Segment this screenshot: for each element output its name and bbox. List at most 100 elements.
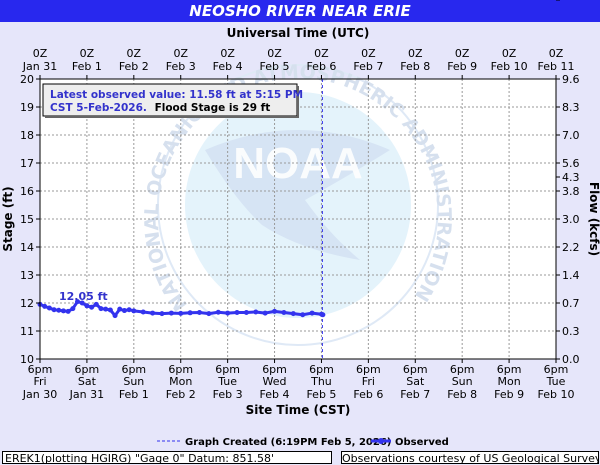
observed-point bbox=[93, 301, 99, 307]
bottom-tick-label: Feb 5 bbox=[306, 388, 336, 401]
top-tick-label: 0Z bbox=[361, 47, 376, 60]
noaa-ring bbox=[157, 64, 439, 346]
left-tick-label: 18 bbox=[20, 129, 34, 142]
top-tick-label: 0Z bbox=[314, 47, 329, 60]
observed-point bbox=[117, 306, 123, 312]
left-tick-label: 12 bbox=[20, 297, 34, 310]
bottom-tick-label: Jan 31 bbox=[69, 388, 104, 401]
top-tick-label: Feb 11 bbox=[538, 60, 575, 73]
bottom-tick-label: Tue bbox=[546, 375, 566, 388]
observed-point bbox=[42, 303, 48, 309]
observed-point bbox=[168, 310, 174, 316]
observed-point bbox=[65, 308, 71, 314]
left-axis-title: Stage (ft) bbox=[1, 186, 15, 251]
top-tick-label: Feb 7 bbox=[353, 60, 383, 73]
bottom-tick-label: 6pm bbox=[356, 363, 381, 376]
observed-point bbox=[320, 312, 326, 318]
top-tick-label: 0Z bbox=[80, 47, 95, 60]
right-axis-title: Flow (kcfs) bbox=[587, 182, 600, 256]
observed-point bbox=[103, 306, 109, 312]
observed-point bbox=[56, 307, 62, 313]
observed-point bbox=[121, 308, 127, 314]
observed-point bbox=[140, 309, 146, 315]
bottom-tick-label: Feb 4 bbox=[260, 388, 290, 401]
bottom-tick-label: Fri bbox=[33, 375, 46, 388]
bottom-tick-label: 6pm bbox=[450, 363, 475, 376]
bottom-tick-label: 6pm bbox=[121, 363, 146, 376]
observed-point bbox=[234, 310, 240, 316]
bottom-tick-label: Feb 6 bbox=[353, 388, 383, 401]
top-tick-label: Jan 31 bbox=[22, 60, 57, 73]
observed-point bbox=[46, 305, 52, 311]
bottom-axis-title: Site Time (CST) bbox=[246, 403, 351, 417]
left-axis-ticks: 10 11 12 13 14 15 16 17 18 19 20 bbox=[20, 73, 40, 366]
observed-point bbox=[206, 311, 212, 317]
top-tick-label: Feb 3 bbox=[166, 60, 196, 73]
observed-point bbox=[126, 307, 132, 313]
observed-point bbox=[309, 310, 315, 316]
top-tick-label: Feb 1 bbox=[72, 60, 102, 73]
bottom-tick-label: Sat bbox=[78, 375, 97, 388]
observed-point bbox=[89, 304, 95, 310]
top-tick-label: Feb 6 bbox=[306, 60, 336, 73]
top-tick-label: 0Z bbox=[408, 47, 423, 60]
right-tick-label: 5.6 bbox=[562, 157, 580, 170]
observed-point bbox=[70, 306, 76, 312]
right-tick-label: 7.0 bbox=[562, 129, 580, 142]
observed-point bbox=[98, 306, 104, 312]
top-tick-label: Feb 2 bbox=[119, 60, 149, 73]
observed-point bbox=[51, 307, 57, 313]
peak-label: 12.05 ft bbox=[59, 290, 108, 303]
footer-datum: EREK1(plotting HGIRG) "Gage 0" Datum: 85… bbox=[2, 451, 332, 464]
top-tick-label: Feb 10 bbox=[491, 60, 528, 73]
observed-series bbox=[37, 299, 326, 319]
observed-point bbox=[290, 311, 296, 317]
observed-point bbox=[262, 310, 268, 316]
bottom-tick-label: 6pm bbox=[497, 363, 522, 376]
bottom-tick-label: 6pm bbox=[75, 363, 100, 376]
left-tick-label: 20 bbox=[20, 73, 34, 86]
bottom-tick-label: Feb 3 bbox=[213, 388, 243, 401]
top-tick-label: 0Z bbox=[502, 47, 517, 60]
observed-point bbox=[196, 310, 202, 316]
top-tick-label: 0Z bbox=[220, 47, 235, 60]
top-tick-label: 0Z bbox=[455, 47, 470, 60]
bottom-tick-label: Feb 9 bbox=[494, 388, 524, 401]
observed-point bbox=[281, 310, 287, 316]
chart-title: NEOSHO RIVER NEAR ERIE bbox=[0, 0, 600, 22]
bottom-tick-label: Mon bbox=[169, 375, 192, 388]
bottom-tick-label: Wed bbox=[263, 375, 287, 388]
bottom-tick-label: Feb 1 bbox=[119, 388, 149, 401]
svg-text:CST 5-Feb-2026. Flood St: CST 5-Feb-2026. Flood Stage is 29 ft bbox=[50, 102, 270, 114]
top-axis-title: Universal Time (UTC) bbox=[227, 26, 370, 40]
bottom-tick-label: Fri bbox=[362, 375, 375, 388]
observed-point bbox=[60, 308, 66, 314]
observed-point bbox=[107, 307, 113, 313]
top-tick-label: Feb 5 bbox=[260, 60, 290, 73]
legend: Graph Created (6:19PM Feb 5, 2026) Obser… bbox=[157, 437, 449, 448]
left-tick-label: 14 bbox=[20, 241, 34, 254]
observed-point bbox=[178, 310, 184, 316]
observed-point bbox=[253, 309, 259, 315]
bottom-tick-label: Jan 30 bbox=[22, 388, 57, 401]
bottom-tick-label: 6pm bbox=[168, 363, 193, 376]
observed-point bbox=[150, 310, 156, 316]
right-tick-label: 0.0 bbox=[562, 353, 580, 366]
observed-point bbox=[131, 308, 137, 314]
noaa-bird-icon bbox=[205, 130, 390, 260]
right-tick-label: 4.3 bbox=[562, 171, 580, 184]
right-axis-ticks: 0.0 0.3 0.7 1.4 2.2 3.0 3.84.35.6 7.0 8.3 9.6 10.9 bbox=[556, 0, 587, 366]
observed-point bbox=[215, 309, 221, 315]
right-tick-label: 8.3 bbox=[562, 101, 580, 114]
bottom-tick-label: 6pm bbox=[544, 363, 569, 376]
bottom-tick-label: Sun bbox=[452, 375, 473, 388]
bottom-tick-label: Feb 8 bbox=[447, 388, 477, 401]
right-tick-label: 2.2 bbox=[562, 241, 580, 254]
observed-point bbox=[225, 310, 231, 316]
top-tick-label: 0Z bbox=[127, 47, 142, 60]
legend-observed-marker bbox=[378, 438, 384, 444]
right-tick-label: 1.4 bbox=[562, 269, 580, 282]
bottom-tick-label: Feb 7 bbox=[400, 388, 430, 401]
